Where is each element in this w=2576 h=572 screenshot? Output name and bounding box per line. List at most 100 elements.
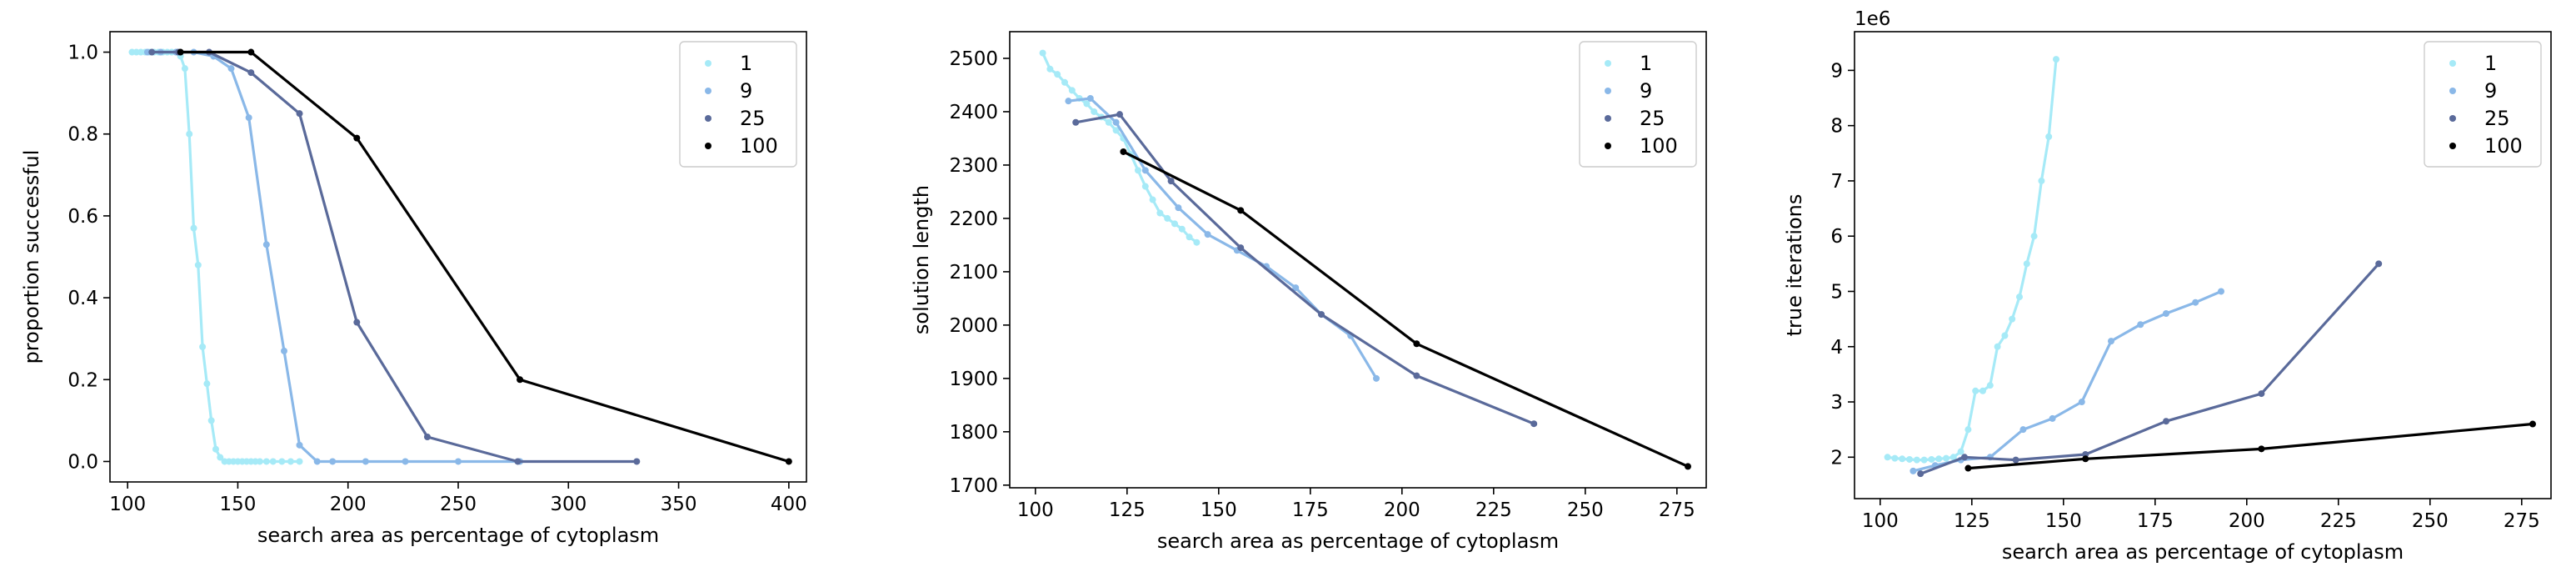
legend-marker <box>705 60 711 67</box>
data-point <box>2082 455 2089 463</box>
data-point <box>1167 178 1175 185</box>
data-point <box>1910 467 1917 474</box>
legend: 1 9 25 100 <box>1579 41 1697 168</box>
x-tick-label: 225 <box>2320 510 2357 532</box>
legend-entry: 100 <box>740 134 778 158</box>
data-point <box>1156 209 1164 217</box>
data-point <box>269 458 277 465</box>
data-point <box>2163 418 2169 425</box>
data-point <box>514 458 522 465</box>
x-tick-label: 100 <box>1862 510 1899 532</box>
data-point <box>148 48 156 56</box>
series-1 <box>1039 49 1201 246</box>
y-tick-label: 0.8 <box>67 124 98 146</box>
y-tick-label: 6 <box>1830 226 1843 248</box>
data-point <box>1413 372 1420 379</box>
data-point <box>1112 118 1120 126</box>
data-point <box>190 224 197 232</box>
x-tick-label: 275 <box>1659 499 1695 521</box>
data-point <box>2038 177 2045 184</box>
y-tick-label: 0.6 <box>67 206 98 228</box>
y-tick-label: 5 <box>1830 281 1843 303</box>
data-point <box>1178 225 1186 233</box>
data-point <box>313 458 321 465</box>
data-point <box>256 458 263 465</box>
x-tick-label: 300 <box>550 494 587 515</box>
plot-frame <box>109 31 807 483</box>
data-point <box>1530 420 1538 428</box>
data-point <box>2258 445 2265 453</box>
data-point <box>1186 233 1193 241</box>
series-100 <box>177 48 792 465</box>
series-100 <box>1964 420 2536 472</box>
y-tick-label: 8 <box>1830 116 1843 138</box>
data-point <box>1086 94 1094 102</box>
data-point <box>1906 455 1913 463</box>
data-point <box>2045 133 2053 140</box>
data-point <box>1120 148 1127 155</box>
data-point <box>1373 374 1380 382</box>
x-tick-label: 250 <box>2412 510 2449 532</box>
data-point <box>1994 343 2001 350</box>
data-point <box>247 69 255 77</box>
data-point <box>296 458 303 465</box>
x-axis-label: search area as percentage of cytoplasm <box>1157 529 1559 553</box>
x-tick-label: 200 <box>330 494 367 515</box>
y-axis-label: proportion successful <box>20 150 43 364</box>
y-axis-label: solution length <box>910 185 933 334</box>
y-tick-label: 2500 <box>949 48 998 70</box>
legend-box <box>1579 41 1697 168</box>
data-point <box>1949 454 1957 461</box>
data-point <box>1935 455 1943 463</box>
data-point <box>1135 167 1141 174</box>
x-tick-label: 200 <box>1384 499 1420 521</box>
data-point <box>2529 420 2536 428</box>
data-point <box>2012 456 2019 464</box>
data-point <box>181 65 188 73</box>
series-1 <box>128 48 303 465</box>
data-point <box>1149 196 1156 203</box>
y-tick-label: 3 <box>1830 392 1843 414</box>
legend-marker <box>1605 115 1611 122</box>
data-point <box>1112 127 1120 134</box>
series-9 <box>1910 288 2224 474</box>
y-tick-label: 2000 <box>949 315 998 337</box>
data-point <box>1039 49 1046 57</box>
legend-marker <box>1605 88 1611 94</box>
data-point <box>1917 470 1925 478</box>
y-tick-label: 1700 <box>949 475 998 497</box>
data-point <box>1046 65 1054 73</box>
data-point <box>287 458 294 465</box>
legend-marker <box>2449 143 2456 149</box>
x-tick-label: 400 <box>771 494 807 515</box>
data-point <box>203 380 211 388</box>
data-point <box>1928 455 1935 463</box>
y-tick-label: 1.0 <box>67 43 98 64</box>
legend-entry: 9 <box>1640 79 1652 103</box>
data-point <box>1891 454 1899 462</box>
x-tick-label: 125 <box>1109 499 1146 521</box>
series-line-100 <box>1122 150 1689 468</box>
data-point <box>1141 167 1149 174</box>
data-point <box>212 445 219 453</box>
data-point <box>1237 207 1245 214</box>
data-point <box>177 48 184 56</box>
series-9 <box>143 48 524 465</box>
data-point <box>329 458 337 465</box>
legend-entry: 100 <box>1640 134 1678 158</box>
x-tick-label: 350 <box>661 494 697 515</box>
data-point <box>194 261 202 268</box>
data-point <box>199 344 207 350</box>
data-point <box>1318 311 1325 319</box>
series-line-9 <box>147 50 521 464</box>
series-line-9 <box>1913 290 2222 473</box>
legend-entry: 9 <box>740 79 752 103</box>
data-point <box>296 441 303 449</box>
chart-panel-2: 100 125 150 175 200 225 250 2751700180019002000… <box>910 31 1707 553</box>
data-point <box>2019 426 2027 434</box>
chart-panel-1: 100 150 200 250 300 350 400 0.0 0.2 0.4 0.6 0.8 1.0 s… <box>20 31 807 547</box>
data-point <box>186 130 193 138</box>
legend-marker <box>2449 115 2456 122</box>
legend: 1 9 25 100 <box>2424 41 2542 168</box>
